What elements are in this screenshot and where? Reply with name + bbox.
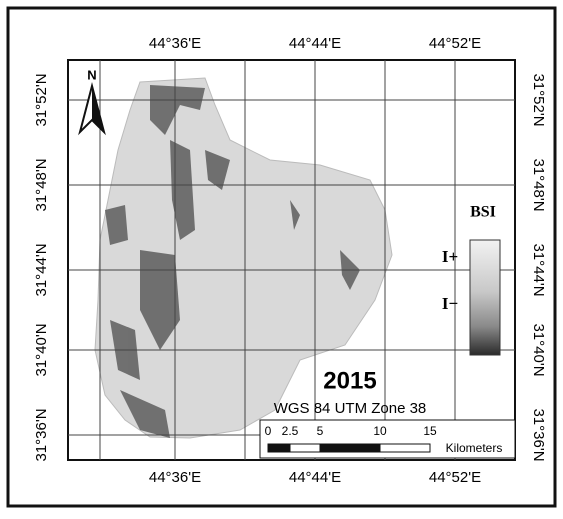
north-label: N: [87, 67, 96, 82]
top-lon-label: 44°44'E: [289, 35, 341, 52]
right-lat-label: 31°52'N: [530, 73, 547, 126]
page: {"map": { "top_labels": ["44°36'E", "44°…: [0, 0, 563, 519]
bottom-lon-label: 44°36'E: [149, 469, 201, 486]
right-lat-label: 31°36'N: [530, 408, 547, 461]
right-lat-label: 31°48'N: [530, 158, 547, 211]
scale-tick-label: 2.5: [282, 424, 299, 438]
legend-low: I−: [442, 294, 458, 313]
top-lon-label: 44°52'E: [429, 35, 481, 52]
scale-tick-label: 15: [423, 424, 437, 438]
map-figure: N BSI I+ I− 2015 WGS 84 UTM Zone 38 Kilo…: [0, 0, 563, 514]
scale-tick-label: 10: [373, 424, 387, 438]
legend-high: I+: [442, 247, 458, 266]
right-lat-label: 31°44'N: [530, 243, 547, 296]
right-lat-label: 31°40'N: [530, 323, 547, 376]
year: 2015: [323, 367, 376, 394]
scale-unit: Kilometers: [446, 441, 503, 455]
left-lat-label: 31°48'N: [33, 158, 50, 211]
top-lon-label: 44°36'E: [149, 35, 201, 52]
left-lat-label: 31°52'N: [33, 73, 50, 126]
left-lat-label: 31°40'N: [33, 323, 50, 376]
scale-tick-label: 0: [265, 424, 272, 438]
scale-bar: [268, 444, 430, 452]
projection: WGS 84 UTM Zone 38: [274, 400, 427, 417]
legend-title: BSI: [470, 204, 496, 221]
left-lat-label: 31°36'N: [33, 408, 50, 461]
left-lat-label: 31°44'N: [33, 243, 50, 296]
bottom-lon-label: 44°52'E: [429, 469, 481, 486]
scale-tick-label: 5: [317, 424, 324, 438]
bottom-lon-label: 44°44'E: [289, 469, 341, 486]
legend-ramp: [470, 240, 500, 355]
